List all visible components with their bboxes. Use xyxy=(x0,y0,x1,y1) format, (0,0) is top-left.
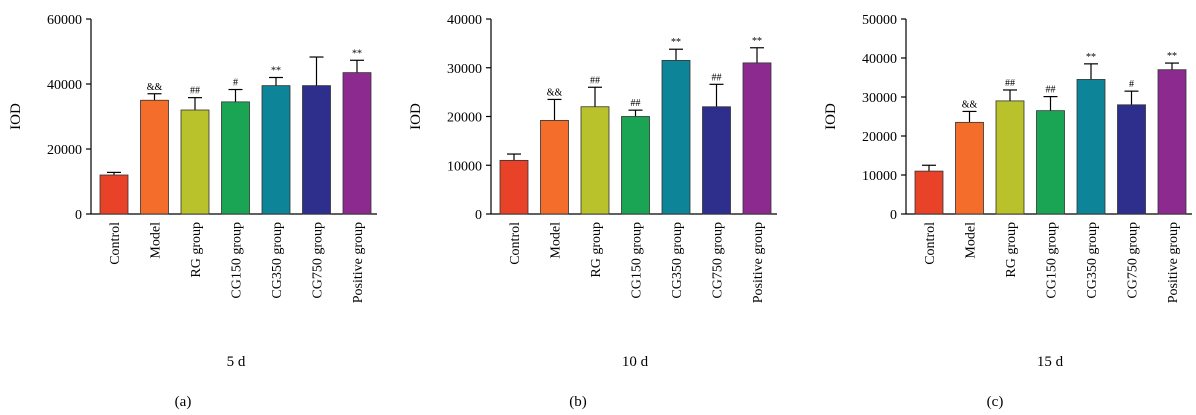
x-tick-label: CG750 group xyxy=(311,222,326,299)
y-tick-label: 40000 xyxy=(47,78,82,93)
y-axis-title: IOD xyxy=(823,103,839,130)
x-axis-title: 5 d xyxy=(227,354,246,370)
x-tick-label: Model xyxy=(964,222,979,259)
y-tick-label: 0 xyxy=(890,208,897,223)
x-tick-label: CG750 group xyxy=(711,222,726,299)
bar-model xyxy=(955,121,984,215)
bar-cg750-group xyxy=(702,106,731,215)
y-tick-label: 0 xyxy=(475,208,482,223)
x-tick-label: CG150 group xyxy=(630,222,645,299)
significance-label: && xyxy=(147,82,163,93)
significance-label: ## xyxy=(631,98,641,109)
bar-cg150-group xyxy=(221,101,250,215)
y-tick-label: 30000 xyxy=(447,62,482,77)
x-tick-label: Positive group xyxy=(351,222,366,303)
x-tick-label: RG group xyxy=(1004,222,1019,278)
x-tick-label: Positive group xyxy=(1166,222,1181,303)
x-tick-label: Control xyxy=(923,222,938,265)
x-tick-label: RG group xyxy=(589,222,604,278)
bar-cg350-group xyxy=(1076,79,1106,215)
x-tick-label: CG750 group xyxy=(1126,222,1141,299)
significance-label: && xyxy=(547,87,563,98)
x-tick-label: CG350 group xyxy=(1085,222,1100,299)
significance-label: ** xyxy=(1167,51,1177,62)
bar-rg-group xyxy=(180,109,210,215)
bar-cg750-group xyxy=(302,85,331,215)
y-tick-label: 40000 xyxy=(447,13,482,28)
chart-panel-3: 0 10000 20000 30000 40000 50000 IOD Control && Mo… xyxy=(823,13,1192,410)
bar-cg350-group xyxy=(661,60,691,215)
x-axis-title: 10 d xyxy=(622,354,649,370)
bar-control xyxy=(99,174,129,215)
bar-positive-group xyxy=(342,72,372,215)
x-tick-label: Model xyxy=(149,222,164,259)
y-tick-label: 40000 xyxy=(862,52,897,67)
x-tick-label: Control xyxy=(508,222,523,265)
significance-label: ## xyxy=(1005,78,1015,89)
bar-cg350-group xyxy=(261,85,291,215)
bar-model xyxy=(140,99,169,215)
significance-label: ## xyxy=(190,86,200,97)
bar-control xyxy=(914,170,944,215)
y-tick-label: 10000 xyxy=(447,159,482,174)
significance-label: ** xyxy=(752,36,762,47)
significance-label: ## xyxy=(1046,85,1056,96)
bar-cg750-group xyxy=(1117,104,1146,215)
significance-label: && xyxy=(962,99,978,110)
significance-label: ** xyxy=(271,66,281,77)
x-tick-label: Control xyxy=(108,222,123,265)
y-tick-label: 50000 xyxy=(862,13,897,28)
bar-positive-group xyxy=(742,62,772,215)
bar-rg-group xyxy=(995,100,1025,215)
x-tick-label: RG group xyxy=(189,222,204,278)
panel-label: (c) xyxy=(987,394,1004,410)
y-tick-label: 0 xyxy=(75,208,82,223)
y-tick-label: 60000 xyxy=(47,13,82,28)
y-axis-title: IOD xyxy=(408,103,424,130)
x-tick-label: CG350 group xyxy=(670,222,685,299)
y-axis-title: IOD xyxy=(8,103,24,130)
panel-label: (b) xyxy=(569,394,587,410)
significance-label: ** xyxy=(671,37,681,48)
bar-positive-group xyxy=(1157,69,1187,215)
y-tick-label: 20000 xyxy=(862,130,897,145)
significance-label: # xyxy=(233,78,238,89)
x-tick-label: Model xyxy=(549,222,564,259)
panel-label: (a) xyxy=(175,394,192,410)
significance-label: ## xyxy=(712,72,722,83)
x-axis-title: 15 d xyxy=(1037,354,1064,370)
y-tick-label: 10000 xyxy=(862,169,897,184)
significance-label: ** xyxy=(1086,52,1096,63)
x-tick-label: CG350 group xyxy=(270,222,285,299)
y-tick-label: 20000 xyxy=(47,143,82,158)
significance-label: ## xyxy=(590,75,600,86)
x-tick-label: CG150 group xyxy=(1045,222,1060,299)
bar-control xyxy=(499,159,529,215)
bar-cg150-group xyxy=(1036,110,1065,215)
significance-label: ** xyxy=(352,48,362,59)
chart-panel-2: 0 10000 20000 30000 40000 IOD Control && Model ##… xyxy=(408,13,777,410)
chart-panel-1: 0 20000 40000 60000 IOD Control && Model ## RG gr… xyxy=(8,13,377,410)
bar-cg150-group xyxy=(621,116,650,215)
x-tick-label: Positive group xyxy=(751,222,766,303)
significance-label: # xyxy=(1129,79,1134,90)
x-tick-label: CG150 group xyxy=(230,222,245,299)
y-tick-label: 30000 xyxy=(862,91,897,106)
bar-rg-group xyxy=(580,106,610,215)
y-tick-label: 20000 xyxy=(447,111,482,126)
bar-model xyxy=(540,120,569,215)
